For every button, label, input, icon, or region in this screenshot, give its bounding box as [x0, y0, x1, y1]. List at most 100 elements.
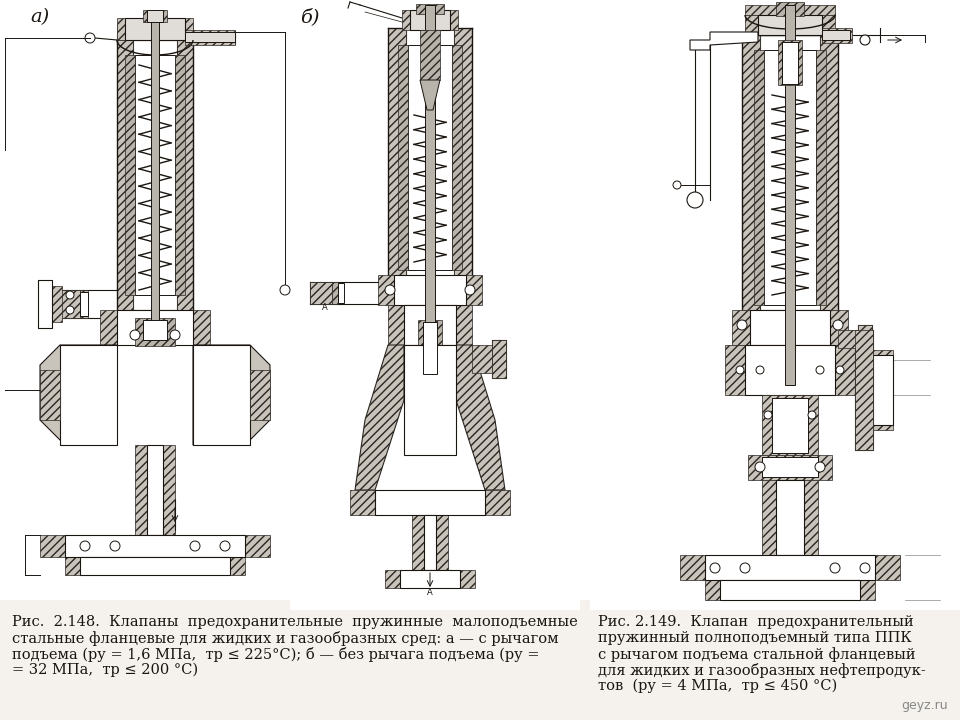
Bar [117, 40, 133, 310]
Bar [230, 557, 245, 575]
Bar [732, 310, 848, 345]
Polygon shape [420, 80, 440, 110]
Bar [454, 28, 472, 278]
Bar [822, 28, 852, 43]
Bar [804, 480, 818, 555]
Bar [185, 32, 235, 42]
Bar [785, 5, 795, 385]
Text: с рычагом подъема стальной фланцевый: с рычагом подъема стальной фланцевый [598, 647, 916, 662]
Bar [65, 557, 80, 575]
Bar [754, 50, 764, 305]
Bar [492, 340, 506, 378]
Bar [425, 5, 435, 335]
Bar [147, 10, 163, 22]
Circle shape [673, 181, 681, 189]
Polygon shape [40, 345, 117, 445]
Circle shape [66, 306, 74, 314]
Bar [404, 345, 456, 455]
Text: Рис. 2.149.  Клапан  предохранительный: Рис. 2.149. Клапан предохранительный [598, 615, 914, 629]
Bar [385, 570, 475, 588]
Circle shape [833, 320, 843, 330]
Circle shape [170, 330, 180, 340]
Bar [412, 515, 424, 570]
Bar [452, 45, 462, 270]
Text: Рис.  2.148.  Клапаны  предохранительные  пружинные  малоподъемные: Рис. 2.148. Клапаны предохранительные пр… [12, 615, 578, 629]
Bar [404, 305, 456, 345]
Circle shape [764, 411, 772, 419]
Circle shape [836, 366, 844, 374]
Bar [838, 330, 858, 348]
Bar [410, 10, 450, 30]
Bar [873, 350, 893, 430]
Circle shape [280, 285, 290, 295]
Bar [394, 275, 466, 305]
Text: подъема (ру = 1,6 МПа,  тр ≤ 225°С); б — без рычага подъема (ру =: подъема (ру = 1,6 МПа, тр ≤ 225°С); б — … [12, 647, 540, 662]
Bar [290, 0, 580, 610]
Bar [375, 490, 485, 515]
Circle shape [737, 320, 747, 330]
Bar [60, 290, 80, 318]
Bar [125, 18, 185, 40]
Bar [117, 18, 193, 40]
Bar [858, 325, 872, 353]
Bar [38, 280, 52, 328]
Bar [745, 15, 835, 35]
Bar [125, 55, 135, 295]
Text: A: A [427, 588, 433, 597]
Bar [776, 2, 804, 16]
Circle shape [385, 285, 395, 295]
Bar [778, 40, 802, 85]
Bar [50, 286, 62, 322]
Circle shape [85, 33, 95, 43]
Text: пружинный полноподъемный типа ППК: пружинный полноподъемный типа ППК [598, 631, 912, 645]
Bar [175, 55, 185, 295]
Text: тов  (ру = 4 МПа,  тр ≤ 450 °С): тов (ру = 4 МПа, тр ≤ 450 °С) [598, 679, 837, 693]
Bar [406, 28, 454, 278]
Bar [0, 0, 590, 600]
Bar [147, 445, 163, 535]
Bar [332, 282, 338, 304]
Bar [816, 50, 826, 305]
Bar [40, 370, 60, 420]
Bar [177, 40, 193, 310]
Text: для жидких и газообразных нефтепродук-: для жидких и газообразных нефтепродук- [598, 663, 925, 678]
Bar [60, 345, 117, 445]
Bar [590, 0, 960, 610]
Circle shape [860, 35, 870, 45]
Bar [762, 480, 776, 555]
Bar [705, 580, 720, 600]
Circle shape [220, 541, 230, 551]
Bar [310, 282, 332, 304]
Bar [143, 10, 167, 22]
Bar [762, 395, 818, 455]
Bar [388, 28, 406, 278]
Polygon shape [456, 345, 505, 490]
Circle shape [66, 291, 74, 299]
Bar [143, 320, 167, 340]
Bar [472, 345, 492, 373]
Bar [782, 42, 798, 84]
Bar [80, 290, 88, 318]
Bar [133, 40, 177, 310]
Circle shape [465, 285, 475, 295]
Text: б): б) [300, 8, 320, 26]
Bar [117, 25, 193, 40]
Bar [418, 320, 442, 375]
Bar [725, 345, 855, 395]
Bar [151, 15, 159, 325]
Bar [680, 555, 900, 580]
Bar [100, 310, 210, 345]
Bar [185, 30, 235, 45]
Bar [163, 445, 175, 535]
Bar [135, 318, 175, 346]
Circle shape [808, 411, 816, 419]
Circle shape [190, 541, 200, 551]
Bar [388, 305, 472, 345]
Polygon shape [690, 32, 758, 50]
Bar [250, 370, 270, 420]
Bar [350, 490, 510, 515]
Bar [750, 310, 830, 345]
Text: A: A [322, 303, 327, 312]
Text: стальные фланцевые для жидких и газообразных сред: а — с рычагом: стальные фланцевые для жидких и газообра… [12, 631, 559, 646]
Bar [720, 580, 860, 600]
